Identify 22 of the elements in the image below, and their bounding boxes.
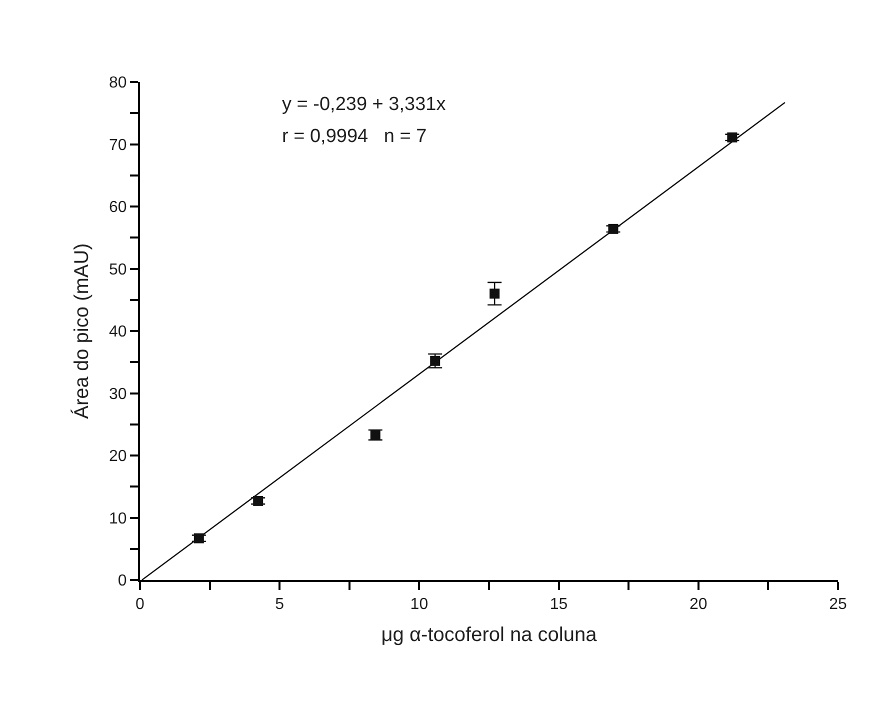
- y-tick-label: 30: [109, 386, 127, 403]
- point: [490, 288, 500, 299]
- x-tick-label: 5: [275, 596, 284, 614]
- x-axis-title: μg α-tocoferol na coluna: [381, 624, 598, 646]
- x-tick-label: 20: [690, 596, 708, 614]
- y-tick-label: 70: [109, 136, 127, 154]
- point: [727, 132, 738, 142]
- point: [253, 496, 264, 506]
- y-tick-label: 0: [118, 572, 127, 590]
- y-tick-label: 80: [109, 74, 127, 92]
- y-tick-label: 50: [109, 261, 127, 278]
- annotation: r = 0,9994 n = 7: [282, 126, 427, 147]
- x-tick-label: 0: [136, 596, 145, 614]
- y-tick-label: 40: [109, 324, 127, 341]
- y-tick-label: 60: [109, 199, 127, 216]
- y-axis-title: Área do pico (mAU): [70, 243, 94, 419]
- x-tick-label: 10: [410, 596, 428, 614]
- y-tick-label: 10: [109, 510, 127, 528]
- y-tick-label: 20: [109, 448, 127, 466]
- x-tick-label: 15: [550, 596, 568, 614]
- annotation: y = -0,239 + 3,331x: [282, 94, 446, 115]
- x-tick-label: 25: [829, 596, 847, 614]
